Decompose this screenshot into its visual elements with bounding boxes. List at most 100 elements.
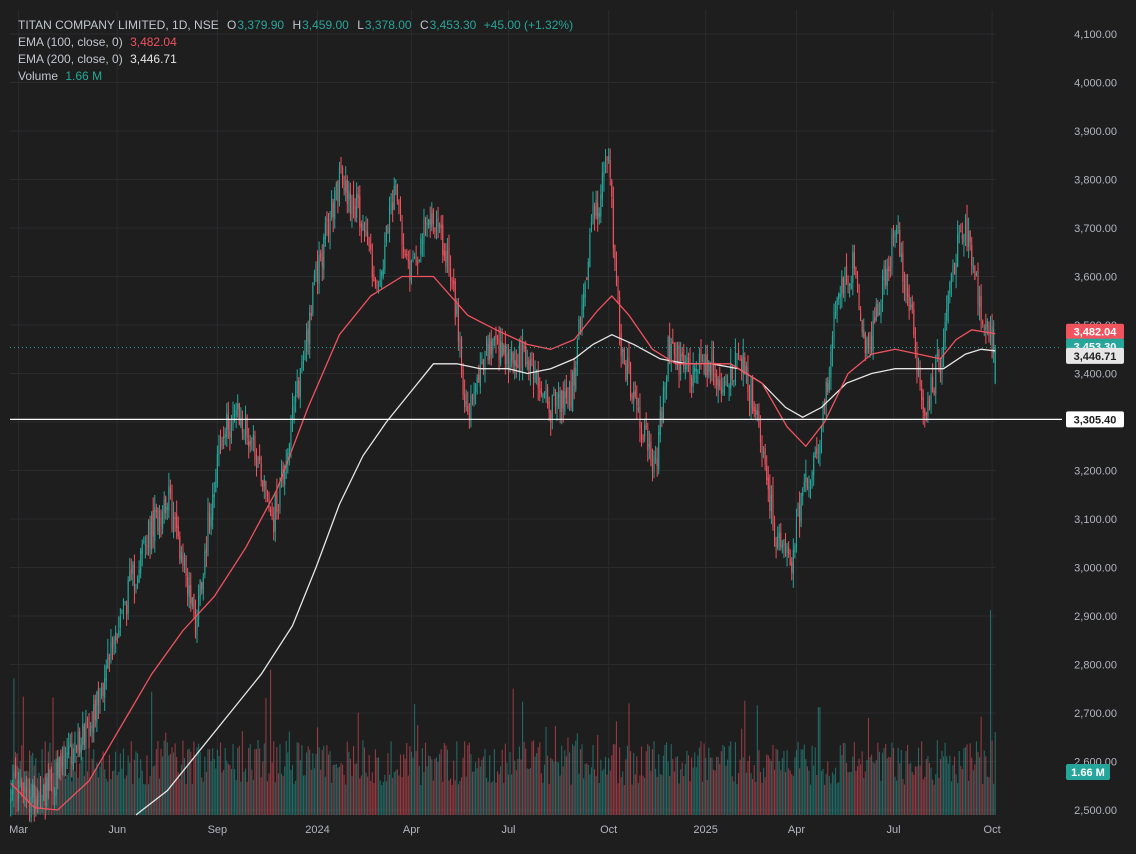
- volume-bar: [121, 768, 123, 815]
- candle-body: [737, 349, 740, 356]
- volume-bar: [451, 784, 453, 815]
- high-value: 3,459.00: [302, 18, 349, 32]
- candle-body: [611, 180, 613, 198]
- candle-body: [259, 457, 261, 461]
- candle-body: [96, 692, 98, 723]
- candle-body: [805, 473, 807, 482]
- volume-label[interactable]: Volume: [18, 69, 59, 83]
- candle-body: [149, 521, 151, 548]
- volume-bar: [52, 697, 54, 815]
- volume-bar: [140, 759, 142, 815]
- volume-bar: [291, 765, 294, 815]
- candle-body: [947, 295, 949, 311]
- volume-bar: [761, 782, 763, 815]
- horizontal-lines[interactable]: [10, 347, 1062, 420]
- candle-body: [252, 434, 254, 440]
- volume-bar: [255, 749, 258, 815]
- ema100-line[interactable]: [10, 275, 996, 811]
- volume-bar: [916, 766, 918, 815]
- volume-bar: [561, 745, 563, 815]
- volume-bar: [542, 782, 544, 815]
- ema200-line[interactable]: [135, 333, 996, 816]
- symbol-row[interactable]: TITAN COMPANY LIMITED, 1D, NSE O3,379.90…: [18, 17, 573, 34]
- candle-body: [155, 510, 157, 512]
- volume-bar: [91, 758, 93, 815]
- candle-body: [761, 446, 763, 457]
- volume-bar: [97, 777, 99, 815]
- candle-body: [930, 377, 932, 407]
- volume-bar: [550, 757, 552, 815]
- candle-body: [326, 218, 328, 222]
- ema100-row[interactable]: EMA (100, close, 0) 3,482.04: [18, 34, 573, 51]
- candle-body: [268, 493, 270, 507]
- candle-body: [742, 353, 744, 374]
- price-tick-label: 2,900.00: [1074, 611, 1117, 623]
- candle-body: [866, 339, 868, 354]
- volume-bar: [454, 780, 456, 815]
- volume-bar: [673, 771, 675, 815]
- candle-body: [61, 757, 63, 768]
- volume-bar: [831, 772, 833, 815]
- candle-body: [989, 329, 992, 333]
- time-tick-label: Mar: [9, 824, 28, 836]
- volume-bar: [941, 750, 943, 815]
- volume-bar: [681, 762, 683, 815]
- volume-bar: [528, 769, 530, 815]
- ema100-label[interactable]: EMA (100, close, 0): [18, 35, 123, 49]
- volume-bar: [149, 776, 151, 815]
- candle-body: [390, 203, 392, 205]
- volume-bar: [124, 778, 126, 815]
- candle-body: [828, 379, 830, 390]
- candle-body: [711, 350, 713, 375]
- candle-body: [54, 793, 56, 797]
- candle-body: [831, 336, 833, 353]
- volume-bar: [783, 750, 785, 815]
- candle-body: [784, 543, 787, 552]
- volume-bar: [764, 777, 766, 815]
- price-tick-label: 2,700.00: [1074, 708, 1117, 720]
- volume-bar: [381, 784, 383, 815]
- candle-body: [863, 329, 865, 337]
- volume-bar: [878, 751, 880, 815]
- candle-body: [559, 391, 561, 412]
- volume-bar: [772, 744, 774, 815]
- price-tick-label: 3,200.00: [1074, 466, 1117, 478]
- volume-bar: [432, 780, 434, 815]
- volume-bar: [880, 780, 882, 815]
- volume-bar: [972, 770, 974, 815]
- candle-body: [564, 391, 566, 411]
- volume-bar: [594, 769, 596, 815]
- ema200-row[interactable]: EMA (200, close, 0) 3,446.71: [18, 51, 573, 68]
- volume-bar: [395, 770, 397, 815]
- candle-body: [212, 494, 214, 520]
- volume-bar: [991, 740, 993, 815]
- candle-body: [387, 226, 389, 233]
- volume-bar: [19, 761, 21, 815]
- volume-bar: [423, 771, 425, 815]
- ema200-label[interactable]: EMA (200, close, 0): [18, 52, 123, 66]
- time-tick-label: Sep: [208, 824, 228, 836]
- volume-bar: [637, 783, 639, 815]
- volume-bar: [716, 756, 718, 815]
- symbol-title[interactable]: TITAN COMPANY LIMITED, 1D, NSE: [18, 18, 219, 32]
- volume-bar: [493, 749, 495, 815]
- candle-body: [579, 319, 582, 329]
- volume-bar: [813, 765, 815, 815]
- volume-bar: [312, 753, 314, 815]
- volume-bar: [243, 771, 245, 815]
- candle-body: [975, 273, 977, 275]
- candle-body: [722, 389, 724, 393]
- candle-body: [548, 401, 550, 413]
- candle-body: [180, 552, 182, 562]
- candle-body: [506, 354, 508, 365]
- volume-bar: [141, 770, 143, 815]
- candle-body: [944, 322, 946, 343]
- volume-bar: [756, 705, 758, 815]
- time-axis[interactable]: Mar Jun Sep 2024 Apr Jul Oct 2025 Apr Jul Oct: [9, 824, 1001, 836]
- volume-row[interactable]: Volume 1.66 M: [18, 68, 573, 85]
- volume-bar: [551, 759, 553, 815]
- candle-body: [435, 219, 438, 229]
- candle-body: [706, 354, 708, 376]
- volume-bar: [193, 741, 195, 815]
